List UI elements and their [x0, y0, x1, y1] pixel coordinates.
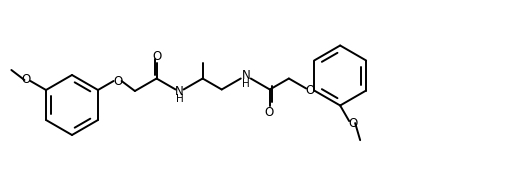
Text: H: H	[176, 94, 183, 103]
Text: O: O	[22, 73, 31, 86]
Text: N: N	[175, 85, 184, 98]
Text: H: H	[242, 78, 250, 89]
Text: O: O	[306, 84, 315, 97]
Text: O: O	[113, 75, 122, 87]
Text: O: O	[264, 106, 273, 119]
Text: N: N	[241, 69, 250, 82]
Text: O: O	[349, 117, 358, 130]
Text: O: O	[152, 50, 161, 63]
